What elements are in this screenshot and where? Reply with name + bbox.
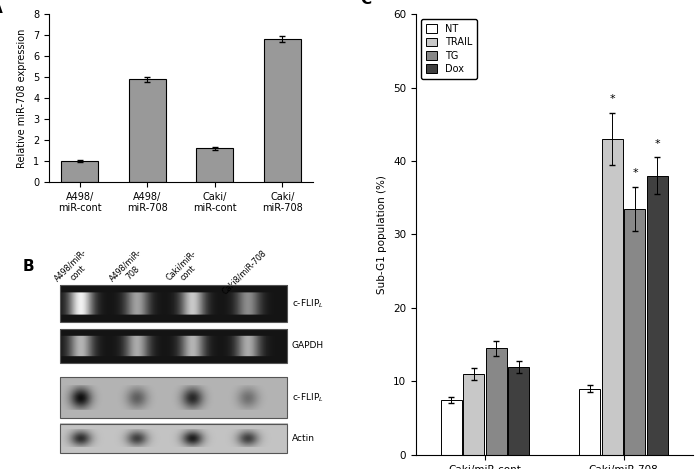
Text: c-FLIP$_L$: c-FLIP$_L$	[292, 392, 323, 404]
Text: Caki/miR-
cont: Caki/miR- cont	[164, 249, 205, 289]
Bar	[624, 209, 645, 455]
Bar	[196, 148, 233, 182]
Text: *: *	[610, 94, 615, 105]
Text: *: *	[654, 138, 660, 149]
Bar	[580, 389, 601, 455]
Bar	[60, 378, 286, 418]
Text: B: B	[22, 259, 34, 274]
Text: Caki8/miR-708: Caki8/miR-708	[220, 249, 268, 296]
Text: A: A	[0, 0, 3, 15]
Text: GAPDH: GAPDH	[292, 341, 324, 350]
Text: C: C	[360, 0, 372, 7]
Text: A498/miR-
cont: A498/miR- cont	[52, 247, 95, 290]
Text: Actin: Actin	[292, 434, 315, 443]
Bar	[647, 176, 668, 455]
Bar	[508, 367, 529, 455]
Bar	[441, 400, 462, 455]
Bar	[61, 161, 98, 182]
Bar	[602, 139, 623, 455]
Text: A498/miR-
708: A498/miR- 708	[108, 247, 150, 290]
Bar	[486, 348, 507, 455]
Text: *: *	[632, 168, 638, 178]
Legend: NT, TRAIL, TG, Dox: NT, TRAIL, TG, Dox	[421, 19, 477, 79]
Text: c-FLIP$_L$: c-FLIP$_L$	[292, 297, 323, 310]
Bar	[60, 329, 286, 363]
Bar	[129, 79, 166, 182]
Bar	[264, 39, 301, 182]
Y-axis label: Relative miR-708 expression: Relative miR-708 expression	[18, 28, 27, 168]
Bar	[60, 285, 286, 322]
Y-axis label: Sub-G1 population (%): Sub-G1 population (%)	[377, 175, 387, 294]
Bar	[60, 424, 286, 453]
Bar	[463, 374, 484, 455]
